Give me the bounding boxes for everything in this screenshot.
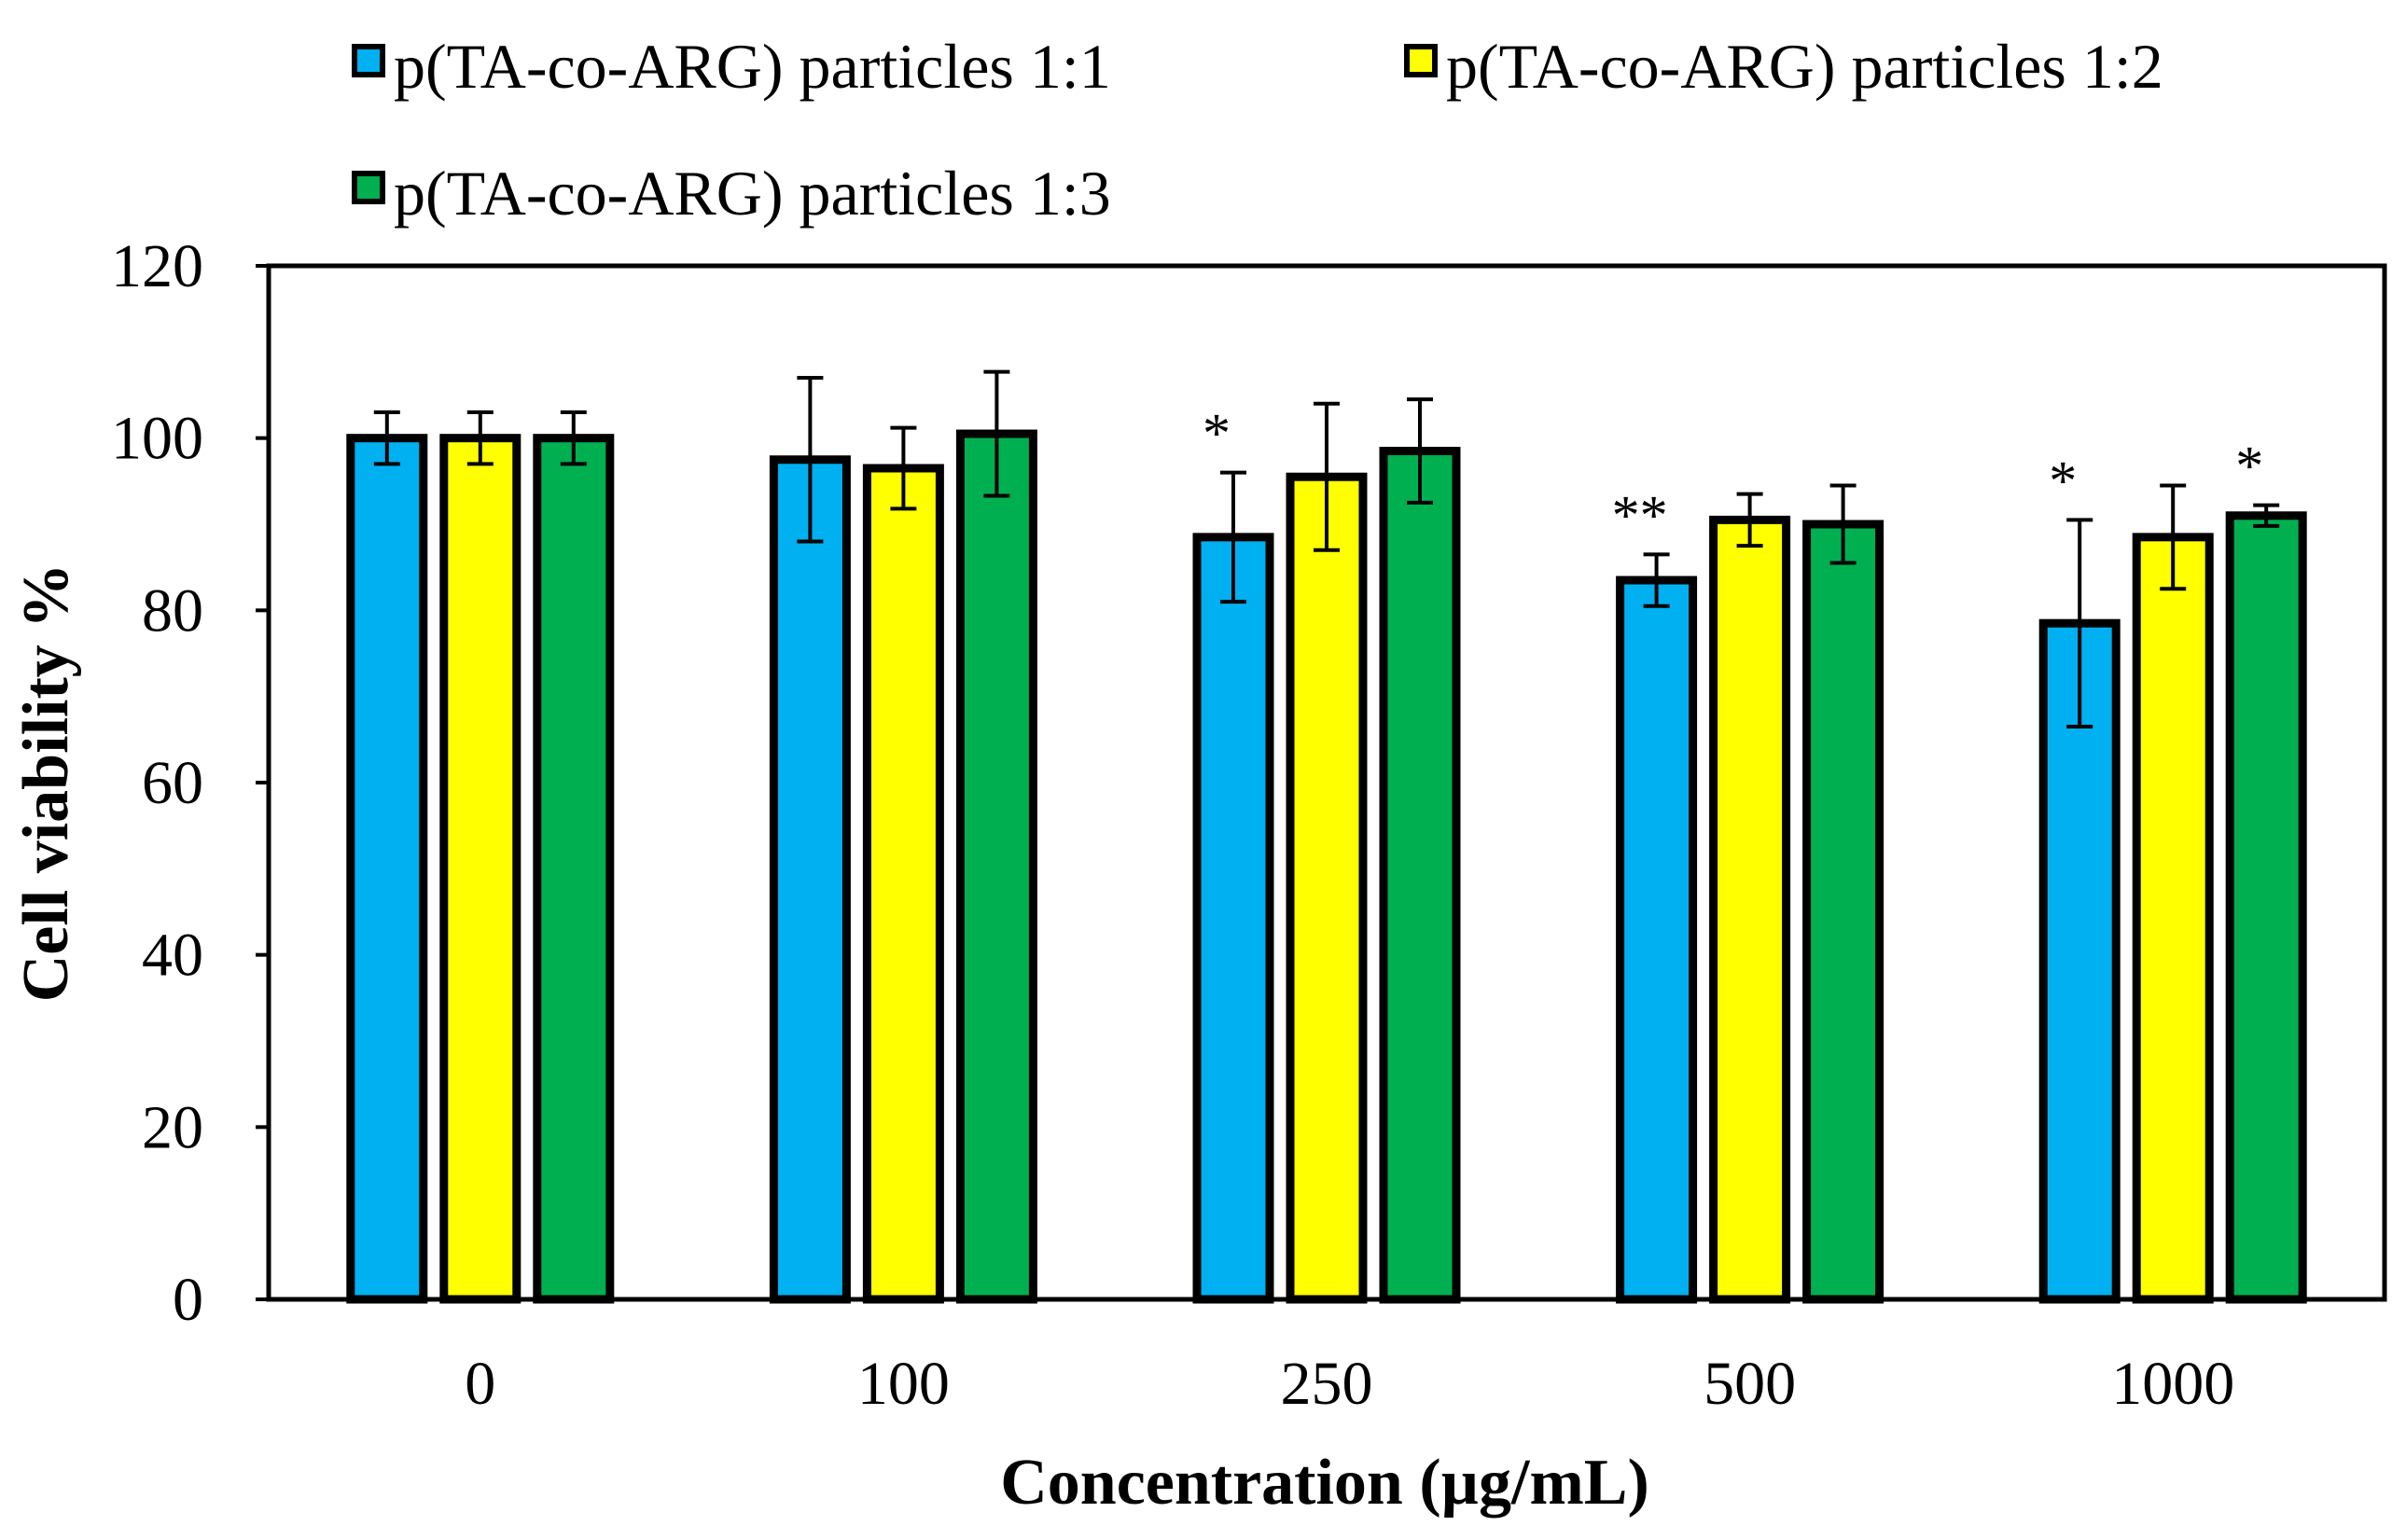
significance-label: * bbox=[2049, 450, 2077, 511]
error-bars bbox=[373, 369, 2280, 728]
bar bbox=[2225, 511, 2307, 1304]
significance-label: * bbox=[2235, 436, 2263, 497]
bar bbox=[1616, 576, 1698, 1304]
legend-label: p(TA-co-ARG) particles 1:2 bbox=[1446, 31, 2163, 102]
bar bbox=[1192, 533, 1274, 1304]
y-axis: 0 20 40 60 80 100 120 bbox=[111, 232, 269, 1334]
bars bbox=[346, 429, 2307, 1304]
x-axis: 0 100 250 500 1000 bbox=[465, 1350, 2234, 1418]
x-tick-label: 100 bbox=[857, 1350, 950, 1418]
y-tick-label: 0 bbox=[173, 1266, 203, 1334]
bar bbox=[533, 434, 615, 1304]
bar bbox=[1286, 472, 1368, 1304]
legend-swatch bbox=[1404, 44, 1438, 77]
x-tick-label: 0 bbox=[465, 1350, 495, 1418]
bar bbox=[955, 429, 1037, 1304]
bar bbox=[1709, 515, 1791, 1304]
y-tick-label: 20 bbox=[142, 1093, 203, 1161]
bar bbox=[2132, 533, 2214, 1304]
bar bbox=[1802, 520, 1884, 1304]
x-tick-label: 500 bbox=[1704, 1350, 1796, 1418]
y-tick-label: 80 bbox=[142, 576, 203, 645]
bar bbox=[769, 455, 851, 1304]
legend-swatch bbox=[352, 44, 385, 77]
bar bbox=[346, 434, 428, 1304]
y-tick-label: 40 bbox=[142, 922, 203, 990]
significance-marks: **** * bbox=[1203, 403, 2263, 547]
y-tick-label: 60 bbox=[142, 749, 203, 817]
bar bbox=[439, 434, 522, 1304]
x-tick-label: 250 bbox=[1281, 1350, 1373, 1418]
bar bbox=[1379, 447, 1461, 1304]
significance-label: ** bbox=[1612, 484, 1668, 546]
x-axis-title: Concentration (µg/mL) bbox=[1000, 1447, 1649, 1519]
significance-label: * bbox=[1203, 403, 1231, 465]
legend-label: p(TA-co-ARG) particles 1:1 bbox=[394, 31, 1111, 102]
bar bbox=[862, 464, 944, 1304]
y-axis-title: Cell viability % bbox=[10, 563, 82, 1003]
y-tick-label: 120 bbox=[111, 232, 203, 300]
legend-swatch bbox=[352, 171, 385, 204]
x-tick-label: 1000 bbox=[2111, 1350, 2234, 1418]
legend-label: p(TA-co-ARG) particles 1:3 bbox=[394, 158, 1111, 229]
legend: p(TA-co-ARG) particles 1:1 p(TA-co-ARG) p… bbox=[352, 31, 2163, 229]
y-tick-label: 100 bbox=[111, 405, 203, 473]
